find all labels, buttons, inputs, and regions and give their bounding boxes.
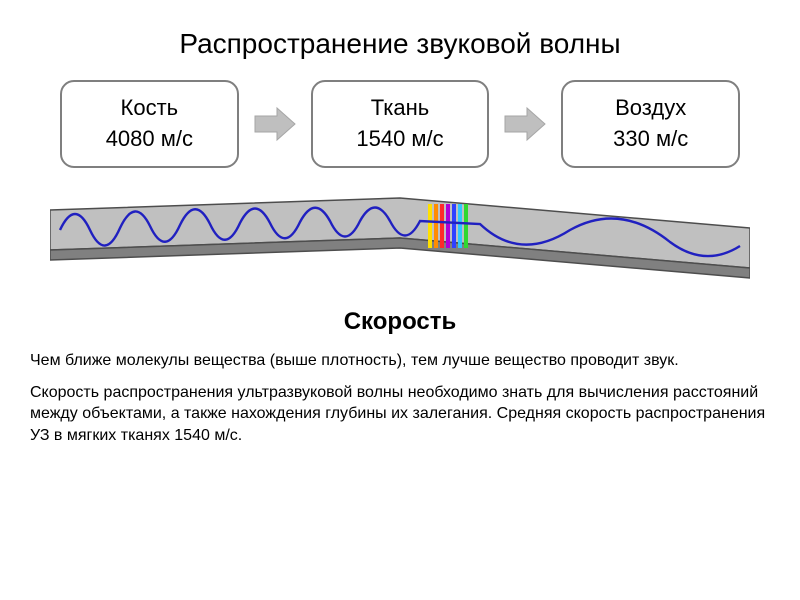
spectrum-bar [458,204,462,248]
flow-box-value: 330 м/с [613,124,688,155]
speed-label: Скорость [0,308,800,336]
spectrum-bar [434,204,438,248]
spectrum-bar [464,204,468,248]
spectrum-bar [452,204,456,248]
flow-box-bone: Кость 4080 м/с [60,80,239,168]
flow-box-value: 1540 м/с [356,124,443,155]
wave-diagram [50,190,750,300]
flow-box-value: 4080 м/с [106,124,193,155]
page-title: Распространение звуковой волны [0,0,800,80]
paragraph: Чем ближе молекулы вещества (выше плотно… [30,350,770,372]
arrow-shape [255,108,295,140]
arrow-icon [501,100,549,148]
paragraph: Скорость распространения ультразвуковой … [30,382,770,447]
flow-box-tissue: Ткань 1540 м/с [311,80,490,168]
flow-box-air: Воздух 330 м/с [561,80,740,168]
arrow-shape [505,108,545,140]
flow-box-label: Воздух [615,93,686,124]
spectrum-bar [446,204,450,248]
spectrum-bar [440,204,444,248]
arrow-icon [251,100,299,148]
spectrum-bars [428,204,468,248]
flow-row: Кость 4080 м/с Ткань 1540 м/с Воздух 330… [0,80,800,168]
spectrum-bar [428,204,432,248]
flow-box-label: Ткань [371,93,429,124]
body-text: Чем ближе молекулы вещества (выше плотно… [0,336,800,446]
flow-box-label: Кость [121,93,179,124]
